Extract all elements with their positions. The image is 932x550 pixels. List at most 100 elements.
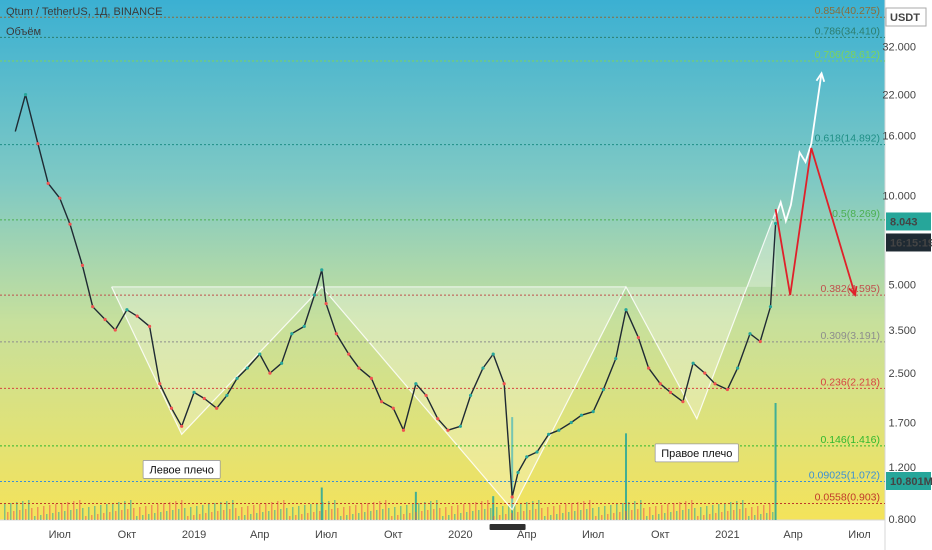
- volume-bar: [172, 510, 174, 520]
- volume-bar: [652, 515, 654, 520]
- volume-bar: [217, 511, 219, 520]
- volume-bar: [196, 506, 198, 520]
- price-tick-label: 0.800: [888, 514, 916, 526]
- volume-bar: [496, 507, 498, 520]
- fib-level-label: 0.309(3.191): [820, 330, 880, 342]
- price-point: [510, 495, 514, 499]
- fib-level-label: 0.0558(0.903): [815, 491, 880, 503]
- last-price-badge-bg: [886, 212, 931, 231]
- volume-bar: [493, 516, 495, 520]
- annotation-text: Левое плечо: [150, 464, 214, 476]
- volume-bar: [403, 514, 405, 520]
- volume-bar: [598, 507, 600, 520]
- volume-bar: [625, 511, 627, 520]
- volume-bar: [112, 503, 114, 520]
- volume-bar: [238, 516, 240, 520]
- volume-bar: [754, 515, 756, 520]
- volume-bar: [127, 509, 129, 520]
- volume-bar: [49, 505, 51, 520]
- volume-bar: [574, 511, 576, 520]
- price-point: [58, 196, 62, 200]
- price-point: [202, 396, 206, 401]
- date-range-marker: [489, 524, 526, 530]
- volume-bar: [241, 507, 243, 520]
- volume-bar: [616, 504, 618, 520]
- volume-bar: [283, 500, 285, 520]
- volume-bar: [202, 505, 204, 520]
- volume-bar: [289, 516, 291, 520]
- volume-bar: [229, 509, 231, 520]
- volume-bar: [601, 515, 603, 520]
- volume-bar: [175, 501, 177, 520]
- fib-level-label: 0.854(40.275): [815, 5, 880, 17]
- volume-bar: [337, 508, 339, 520]
- price-point: [468, 393, 473, 398]
- volume-bar: [145, 506, 147, 520]
- volume-bar: [298, 506, 300, 520]
- volume-bar: [631, 510, 633, 520]
- volume-bar: [538, 500, 540, 520]
- volume-bar: [160, 512, 162, 520]
- volume-bar: [637, 509, 639, 520]
- projection-arrows: [774, 71, 858, 298]
- price-point: [158, 382, 162, 386]
- time-tick-label: Июл: [848, 529, 870, 541]
- volume-bar: [28, 500, 30, 520]
- volume-bar: [421, 511, 423, 520]
- currency-badge: USDT: [885, 7, 927, 27]
- fib-level-label: 0.5(8.269): [832, 208, 880, 220]
- time-tick-label: Июл: [49, 529, 71, 541]
- volume-bar: [199, 514, 201, 520]
- volume-bar: [460, 513, 462, 520]
- price-point: [458, 424, 462, 428]
- volume-bar: [97, 514, 99, 520]
- volume-bar: [556, 514, 558, 520]
- volume-bar: [697, 516, 699, 520]
- volume-bar: [382, 509, 384, 520]
- volume-bar: [760, 514, 762, 520]
- volume-bar: [352, 514, 354, 520]
- volume-bar: [190, 507, 192, 520]
- price-point: [334, 332, 338, 336]
- volume-bar: [250, 514, 252, 520]
- price-point: [713, 382, 717, 386]
- countdown-badge-text: 16:15:19: [890, 237, 932, 249]
- volume-bar: [742, 500, 744, 520]
- volume-bar: [619, 512, 621, 520]
- volume-bar: [271, 502, 273, 520]
- price-point: [113, 328, 117, 332]
- price-tick-label: 3.500: [888, 325, 916, 337]
- volume-bar: [586, 509, 588, 520]
- pattern-annotations: Левое плечо Правое плечо: [142, 443, 739, 479]
- volume-bar: [235, 508, 237, 520]
- volume-bar: [466, 512, 468, 520]
- currency-badge-bg: [885, 7, 927, 27]
- volume-bar: [91, 515, 93, 520]
- volume-bar: [340, 516, 342, 520]
- price-point: [401, 428, 406, 432]
- volume-bar: [490, 508, 492, 520]
- price-tick-label: 16.000: [882, 130, 916, 142]
- volume-bar: [511, 417, 514, 520]
- volume-bar: [535, 509, 537, 520]
- volume-bar: [313, 512, 315, 520]
- volume-bar: [469, 503, 471, 520]
- fib-level-label: 0.786(34.410): [815, 25, 880, 37]
- time-tick-label: Апр: [250, 529, 269, 541]
- volume-bar: [412, 504, 414, 520]
- price-point: [557, 428, 561, 432]
- volume-indicator-label[interactable]: Объём: [6, 26, 42, 38]
- price-axis-panel: [885, 0, 932, 550]
- price-point: [525, 455, 529, 459]
- price-tick-label: 10.000: [882, 191, 916, 203]
- price-point: [80, 263, 85, 267]
- price-point: [169, 406, 174, 410]
- volume-bar: [661, 505, 663, 520]
- volume-bar: [166, 511, 168, 520]
- volume-bar: [751, 507, 753, 520]
- time-tick-label: Апр: [783, 529, 802, 541]
- volume-bar: [253, 505, 255, 520]
- volume-bar: [274, 510, 276, 520]
- price-series: [14, 93, 778, 499]
